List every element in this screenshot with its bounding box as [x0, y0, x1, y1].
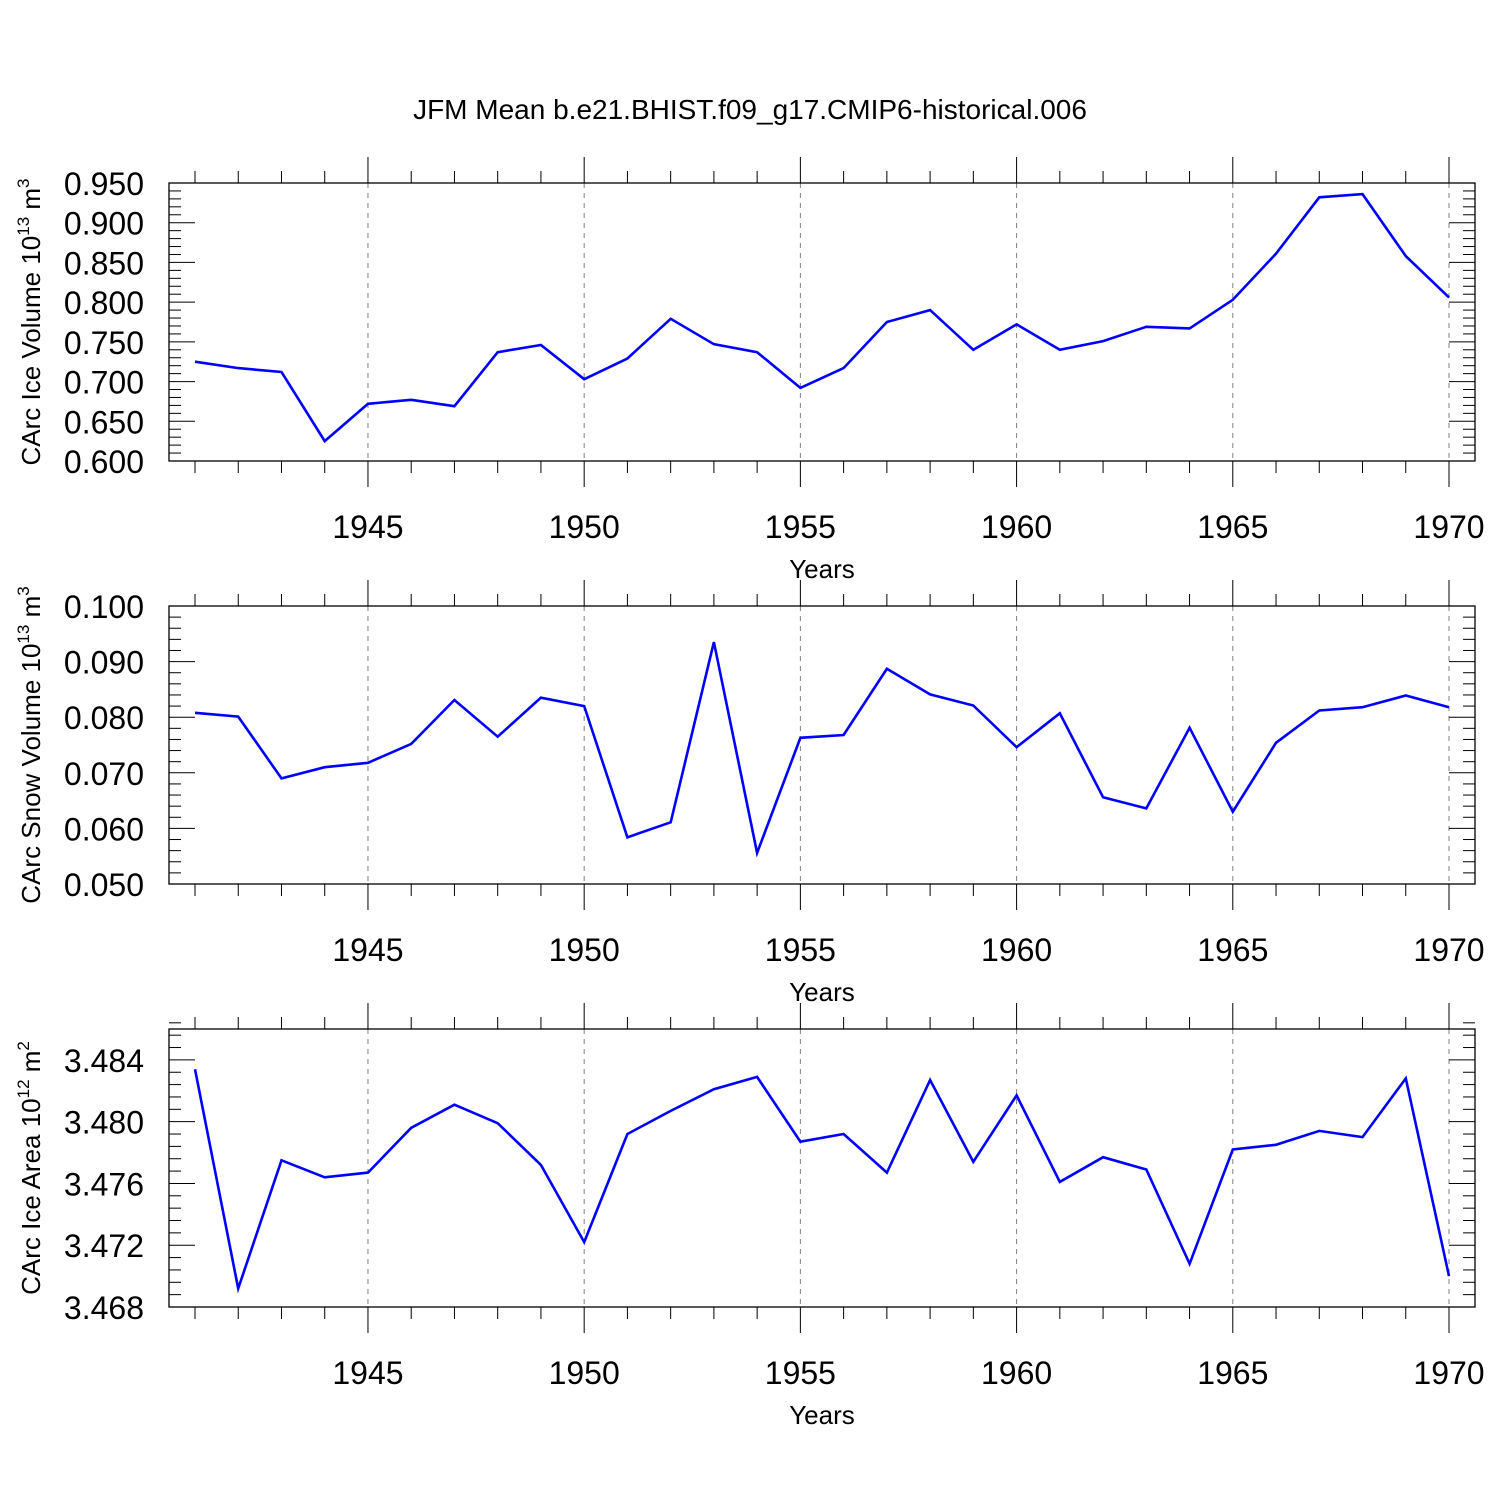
y-tick-label: 0.600 — [64, 444, 144, 480]
y-axis-label: CArc Ice Area 1012 m2 — [14, 1041, 46, 1295]
chart-panel-2: 0.050 0.060 0.070 0.080 0.090 0.100 1945 1950 19… — [14, 580, 1485, 1007]
series-line-1 — [194, 641, 1450, 858]
x-tick-label: 1970 — [1413, 509, 1484, 545]
y-tick-label: 0.100 — [64, 589, 144, 625]
series-line-1 — [193, 1068, 1451, 1294]
plot-frame — [168, 605, 1476, 885]
x-tick-label: 1960 — [981, 1355, 1052, 1391]
x-tick-label: 1965 — [1197, 932, 1268, 968]
x-tick-label: 1945 — [332, 509, 403, 545]
y-tick-label: 0.050 — [64, 867, 144, 903]
x-tick-label: 1945 — [332, 932, 403, 968]
x-axis-label: Years — [789, 1400, 855, 1430]
y-tick-label: 0.700 — [64, 365, 144, 401]
y-tick-label: 0.090 — [64, 645, 144, 681]
x-tick-label: 1950 — [549, 1355, 620, 1391]
y-tick-label: 0.080 — [64, 700, 144, 736]
x-tick-label: 1970 — [1413, 1355, 1484, 1391]
x-tick-label: 1970 — [1413, 932, 1484, 968]
x-axis-label: Years — [789, 977, 855, 1007]
y-tick-label: 0.070 — [64, 756, 144, 792]
series-line-1 — [194, 192, 1450, 444]
figure-title: JFM Mean b.e21.BHIST.f09_g17.CMIP6-histo… — [413, 94, 1087, 125]
plot-frame — [168, 1028, 1476, 1308]
y-tick-label: 0.800 — [64, 285, 144, 321]
y-tick-label: 0.900 — [64, 206, 144, 242]
x-tick-label: 1955 — [765, 932, 836, 968]
y-tick-label: 0.950 — [64, 166, 144, 202]
y-axis-label: CArc Ice Volume 1013 m3 — [14, 178, 46, 465]
y-tick-label: 3.480 — [64, 1105, 144, 1141]
x-tick-label: 1955 — [765, 1355, 836, 1391]
y-tick-label: 3.468 — [64, 1290, 144, 1326]
x-tick-label: 1945 — [332, 1355, 403, 1391]
y-tick-label: 0.060 — [64, 811, 144, 847]
y-tick-label: 0.750 — [64, 325, 144, 361]
x-tick-label: 1965 — [1197, 1355, 1268, 1391]
plot-frame — [168, 182, 1476, 462]
x-tick-label: 1950 — [549, 509, 620, 545]
x-axis-label: Years — [789, 554, 855, 584]
y-tick-label: 3.476 — [64, 1166, 144, 1202]
y-tick-label: 0.650 — [64, 404, 144, 440]
x-tick-label: 1955 — [765, 509, 836, 545]
x-tick-label: 1960 — [981, 932, 1052, 968]
y-tick-label: 0.850 — [64, 245, 144, 281]
y-axis-label: CArc Snow Volume 1013 m3 — [14, 586, 46, 903]
x-tick-label: 1965 — [1197, 509, 1268, 545]
x-tick-label: 1960 — [981, 509, 1052, 545]
chart-panel-3: 3.468 3.472 3.476 3.480 3.484 1945 1950 1955 196… — [14, 1003, 1485, 1430]
y-tick-label: 3.484 — [64, 1043, 144, 1079]
y-tick-label: 3.472 — [64, 1228, 144, 1264]
x-tick-label: 1950 — [549, 932, 620, 968]
